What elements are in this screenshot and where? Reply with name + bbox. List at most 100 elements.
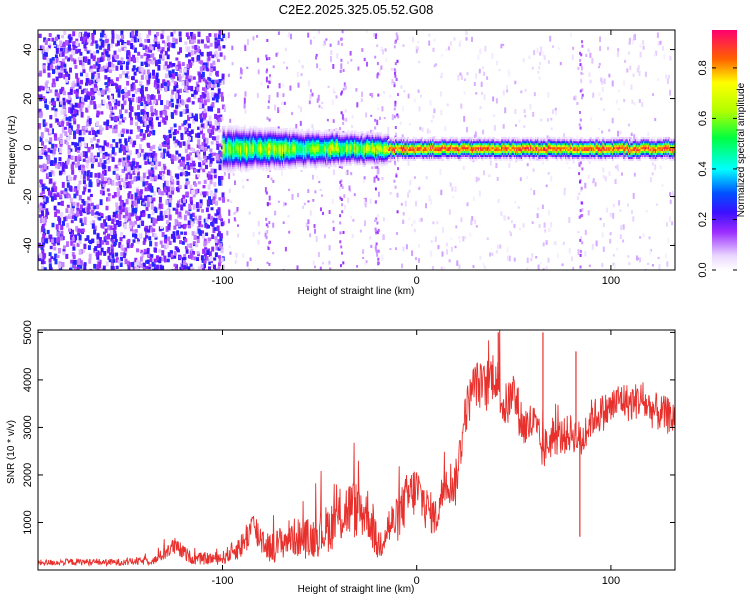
heatmap-cell (445, 48, 448, 52)
heatmap-cell (88, 130, 92, 135)
heatmap-cell (192, 251, 195, 255)
heatmap-cell (350, 172, 353, 176)
heatmap-cell (145, 75, 149, 80)
heatmap-cell (515, 124, 517, 127)
heatmap-cell (472, 265, 475, 268)
heatmap-cell (589, 79, 592, 84)
heatmap-cell (205, 232, 209, 237)
heatmap-cell (100, 42, 104, 48)
heatmap-cell (508, 72, 511, 77)
heatmap-cell (285, 137, 288, 141)
heatmap-cell (396, 192, 399, 198)
heatmap-cell (147, 152, 151, 158)
heatmap-cell (347, 197, 350, 204)
heatmap-cell (148, 263, 152, 268)
heatmap-cell (49, 89, 53, 94)
heatmap-cell (98, 217, 102, 221)
heatmap-cell (243, 97, 246, 104)
heatmap-cell (297, 82, 300, 88)
heatmap-cell (281, 130, 285, 133)
heatmap-cell (278, 144, 281, 147)
heatmap-cell (175, 66, 179, 70)
heatmap-cell (554, 241, 557, 246)
heatmap-cell (342, 69, 345, 72)
heatmap-cell (360, 98, 363, 103)
heatmap-cell (208, 261, 212, 266)
heatmap-cell (102, 164, 106, 170)
heatmap-cell (628, 123, 631, 127)
heatmap-cell (195, 133, 199, 138)
heatmap-cell (164, 41, 168, 47)
heatmap-cell (322, 43, 325, 47)
heatmap-cell (69, 186, 73, 192)
heatmap-cell (393, 179, 396, 183)
heatmap-cell (228, 218, 230, 224)
heatmap-cell (118, 174, 122, 180)
heatmap-cell (657, 41, 660, 46)
heatmap-cell (292, 153, 295, 156)
heatmap-cell (99, 267, 103, 270)
heatmap-cell (526, 163, 529, 167)
heatmap-cell (588, 264, 591, 267)
heatmap-cell (166, 135, 170, 140)
heatmap-cell (249, 257, 252, 262)
heatmap-cell (170, 185, 174, 192)
heatmap-cell (175, 93, 178, 99)
heatmap-cell (119, 109, 122, 115)
heatmap-cell (657, 256, 660, 260)
heatmap-cell (203, 99, 207, 106)
heatmap-cell (90, 202, 94, 207)
heatmap-cell (53, 146, 57, 151)
heatmap-cell (149, 117, 153, 121)
heatmap-cell (349, 51, 352, 56)
heatmap-cell (110, 265, 114, 270)
heatmap-cell (177, 76, 180, 80)
heatmap-cell (211, 94, 215, 101)
heatmap-cell (288, 165, 292, 168)
heatmap-cell (184, 143, 188, 149)
heatmap-cell (102, 183, 106, 188)
heatmap-cell (147, 79, 151, 85)
heatmap-cell (70, 207, 74, 213)
heatmap-cell (105, 216, 109, 220)
heatmap-cell (132, 84, 136, 90)
heatmap-cell (92, 57, 96, 62)
heatmap-cell (135, 67, 139, 72)
heatmap-cell (78, 32, 82, 38)
heatmap-cell (200, 39, 204, 44)
heatmap-cell (124, 258, 128, 265)
heatmap-cell (413, 219, 416, 224)
heatmap-cell (103, 219, 107, 225)
heatmap-cell (150, 204, 154, 210)
heatmap-cell (260, 166, 264, 170)
heatmap-cell (390, 82, 393, 85)
heatmap-cell (332, 220, 335, 224)
heatmap-cell (668, 75, 670, 79)
heatmap-cell (260, 153, 264, 156)
heatmap-cell (271, 158, 274, 161)
heatmap-cell (130, 117, 133, 121)
heatmap-cell (212, 66, 216, 71)
heatmap-cell (318, 180, 321, 184)
heatmap-cell (68, 228, 71, 232)
heatmap-cell (145, 225, 149, 230)
heatmap-cell (431, 266, 434, 270)
heatmap-cell (291, 194, 294, 200)
heatmap-cell (264, 131, 267, 134)
heatmap-cell (107, 57, 110, 61)
heatmap-cell (394, 62, 397, 66)
heatmap-cell (428, 33, 431, 37)
heatmap-cell (114, 55, 118, 59)
heatmap-cell (154, 207, 158, 214)
heatmap-cell (192, 204, 196, 210)
heatmap-cell (267, 150, 271, 154)
heatmap-cell (161, 40, 165, 44)
heatmap-cell (39, 155, 43, 160)
heatmap-cell (559, 61, 562, 66)
heatmap-cell (581, 93, 584, 97)
heatmap-cell (260, 160, 264, 164)
heatmap-cell (292, 131, 295, 134)
heatmap-cell (666, 78, 669, 84)
heatmap-cell (67, 75, 70, 81)
heatmap-cell (281, 159, 285, 162)
